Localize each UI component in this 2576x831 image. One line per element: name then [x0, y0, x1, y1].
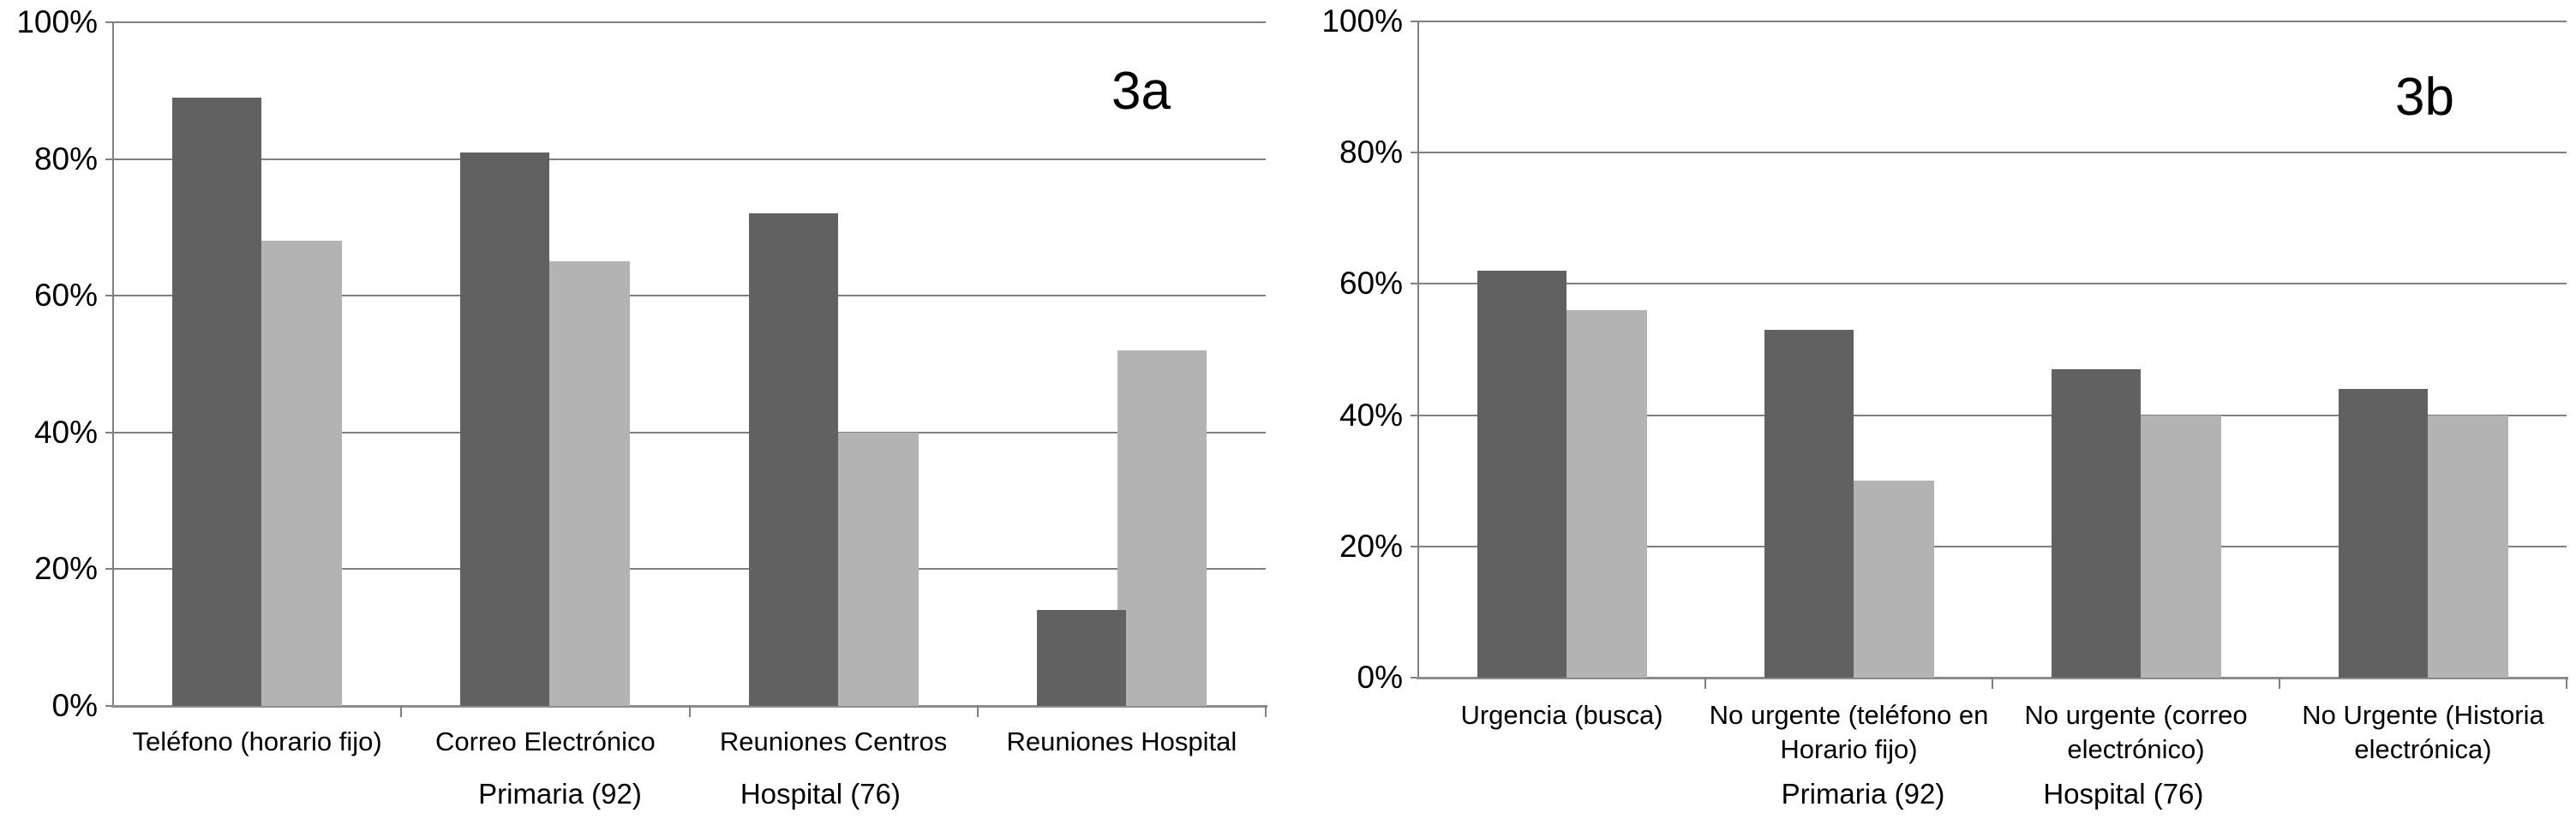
bar-hospital-cat0	[1557, 310, 1647, 678]
gridline-20	[1418, 545, 2567, 547]
category-label-cat0: Urgencia (busca)	[1460, 700, 1663, 730]
y-tick-mark-80	[1411, 152, 1418, 154]
y-tick-mark-80	[105, 158, 113, 160]
category-boundary-tick	[2566, 678, 2567, 689]
category-boundary-tick	[400, 706, 403, 717]
bar-hospital-cat3	[1117, 350, 1207, 706]
bar-primaria-cat1	[460, 152, 550, 706]
category-label-cat0: Teléfono (horario fijo)	[132, 726, 382, 756]
bar-hospital-cat2	[829, 432, 919, 706]
category-boundary-tick	[2279, 678, 2280, 689]
gridline-100	[113, 21, 1266, 23]
y-tick-label-60: 60%	[1339, 266, 1403, 302]
y-tick-label-0: 0%	[51, 688, 98, 723]
panel-tag-3b: 3b	[2395, 68, 2454, 127]
bar-hospital-cat1	[1844, 481, 1934, 678]
category-boundary-tick	[976, 706, 979, 717]
gridline-60	[1418, 283, 2567, 285]
category-label-cat2: No urgente (correo electrónico)	[2024, 700, 2248, 764]
legend-3b: Primaria (92) Hospital (76)	[1418, 778, 2567, 810]
bar-primaria-cat3	[2338, 388, 2428, 678]
y-tick-label-20: 20%	[1339, 528, 1403, 564]
legend-hospital-label: Hospital (76)	[740, 778, 901, 810]
panel-tag-3a: 3a	[1111, 62, 1171, 121]
y-tick-mark-20	[1411, 545, 1418, 547]
y-tick-mark-100	[105, 21, 113, 23]
y-tick-label-100: 100%	[16, 4, 98, 39]
bar-hospital-cat1	[541, 261, 631, 706]
bar-hospital-cat0	[253, 241, 343, 706]
bar-primaria-cat3	[1036, 610, 1126, 706]
gridline-60	[113, 295, 1266, 297]
bar-primaria-cat2	[2051, 368, 2141, 678]
y-tick-mark-40	[105, 431, 113, 433]
y-tick-mark-60	[105, 295, 113, 297]
bar-primaria-cat0	[172, 97, 262, 706]
bar-hospital-cat3	[2418, 415, 2508, 678]
y-tick-label-100: 100%	[1321, 3, 1403, 39]
gridline-40	[1418, 414, 2567, 416]
legend-hospital-label: Hospital (76)	[2043, 778, 2204, 810]
y-tick-mark-100	[1411, 21, 1418, 22]
y-tick-mark-0	[1411, 677, 1418, 679]
category-boundary-tick	[1992, 678, 1993, 689]
y-tick-label-0: 0%	[1357, 660, 1403, 695]
bar-primaria-cat1	[1764, 330, 1854, 678]
bar-hospital-cat2	[2131, 415, 2221, 678]
category-boundary-tick	[1704, 678, 1706, 689]
category-boundary-tick	[688, 706, 691, 717]
category-label-cat1: Correo Electrónico	[435, 726, 656, 756]
legend-primaria-label: Primaria (92)	[1781, 778, 1945, 810]
y-tick-mark-0	[105, 705, 113, 707]
y-tick-label-60: 60%	[33, 278, 98, 314]
gridline-20	[113, 568, 1266, 571]
category-label-cat3: Reuniones Hospital	[1006, 726, 1237, 756]
y-axis-line	[112, 22, 114, 708]
gridline-80	[1418, 152, 2567, 154]
y-tick-label-80: 80%	[1339, 135, 1403, 170]
category-label-cat3: No Urgente (Historia electrónica)	[2302, 700, 2544, 764]
bar-primaria-cat0	[1477, 271, 1567, 678]
y-tick-label-80: 80%	[33, 140, 98, 176]
y-axis-line	[1417, 21, 1419, 679]
y-tick-mark-20	[105, 568, 113, 571]
category-boundary-tick	[1265, 706, 1267, 717]
y-tick-label-20: 20%	[33, 551, 98, 587]
category-label-cat2: Reuniones Centros	[719, 726, 948, 756]
y-tick-mark-60	[1411, 283, 1418, 285]
category-label-cat1: No urgente (teléfono en Horario fijo)	[1709, 700, 1989, 764]
gridline-100	[1418, 21, 2567, 22]
bar-primaria-cat2	[748, 213, 838, 706]
gridline-40	[113, 431, 1266, 433]
legend-3a: Primaria (92) Hospital (76)	[113, 778, 1266, 810]
gridline-80	[113, 158, 1266, 160]
legend-primaria-label: Primaria (92)	[478, 778, 642, 810]
y-tick-label-40: 40%	[1339, 397, 1403, 433]
y-tick-label-40: 40%	[33, 414, 98, 450]
y-tick-mark-40	[1411, 414, 1418, 416]
